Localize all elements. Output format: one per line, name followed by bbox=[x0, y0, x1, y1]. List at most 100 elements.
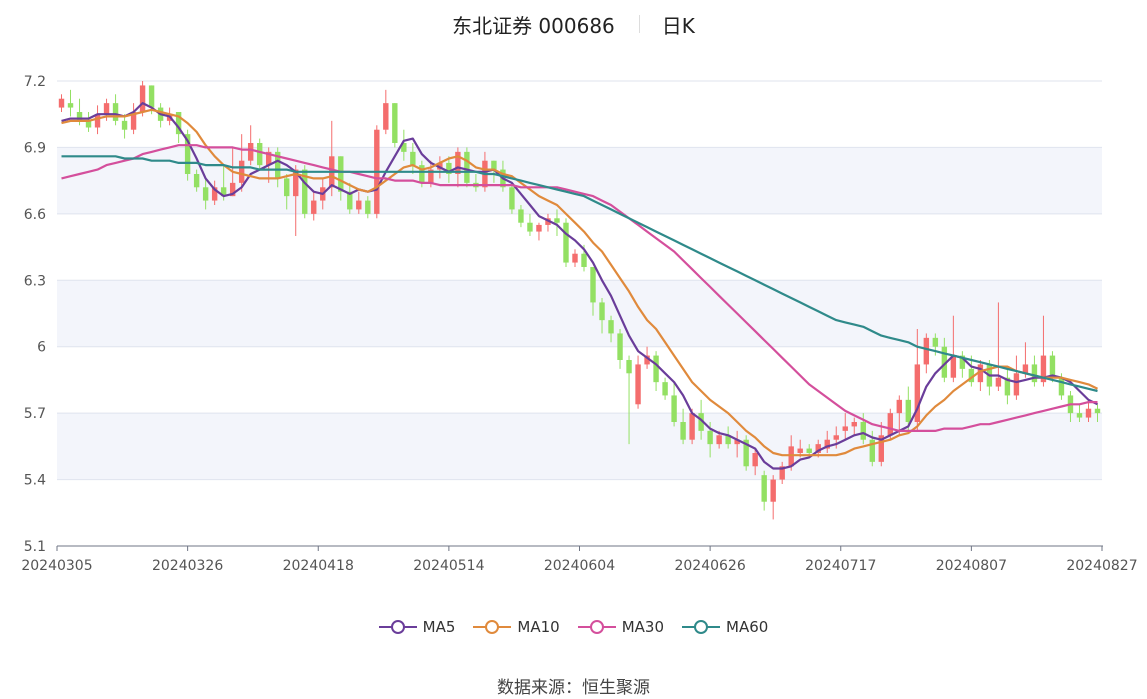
legend-item-ma60[interactable]: MA60 bbox=[682, 618, 768, 636]
candle-body bbox=[139, 85, 146, 112]
candle-body bbox=[256, 143, 263, 166]
x-tick-label: 20240626 bbox=[674, 558, 745, 574]
candle-body bbox=[950, 355, 957, 378]
x-tick-label: 20240305 bbox=[21, 558, 92, 574]
legend-swatch bbox=[378, 620, 417, 634]
candle-body bbox=[184, 134, 191, 174]
x-tick-label: 20240717 bbox=[805, 558, 876, 574]
candle-body bbox=[1022, 364, 1029, 374]
candle-body bbox=[428, 169, 434, 183]
candle-body bbox=[896, 399, 903, 414]
candle-body bbox=[1094, 408, 1101, 414]
x-tick-label: 20240326 bbox=[152, 558, 223, 574]
legend-label: MA60 bbox=[726, 618, 769, 636]
series-line-ma5 bbox=[61, 101, 1098, 470]
source-value: 恒生聚源 bbox=[582, 678, 650, 698]
title-divider bbox=[638, 15, 640, 33]
candle-body bbox=[779, 466, 785, 480]
candle-body bbox=[58, 98, 65, 108]
candle-body bbox=[491, 160, 497, 170]
candle-body bbox=[401, 143, 407, 152]
candle-body bbox=[761, 475, 767, 502]
legend: MA5 MA10 MA30 MA60 bbox=[0, 618, 1147, 636]
candle-body bbox=[410, 151, 416, 166]
candle-body bbox=[392, 103, 398, 143]
y-tick-label: 6.3 bbox=[24, 273, 46, 289]
candle-body bbox=[599, 302, 605, 321]
candle-body bbox=[923, 337, 930, 365]
candle-body bbox=[554, 218, 560, 223]
candle-body bbox=[365, 200, 371, 214]
candle-body bbox=[788, 446, 794, 467]
x-tick-label: 20240807 bbox=[936, 558, 1007, 574]
candle-body bbox=[1004, 377, 1011, 396]
y-tick-label: 6.9 bbox=[24, 140, 46, 156]
candle-body bbox=[752, 453, 758, 467]
x-tick-label: 20240418 bbox=[283, 558, 354, 574]
candle-body bbox=[509, 187, 515, 210]
candle-body bbox=[293, 169, 299, 197]
candle-body bbox=[653, 355, 659, 383]
candle-body bbox=[932, 337, 939, 347]
candle-body bbox=[266, 151, 272, 166]
candle-body bbox=[455, 151, 461, 174]
candle-body bbox=[1040, 355, 1047, 383]
candle-body bbox=[851, 422, 857, 427]
legend-label: MA5 bbox=[422, 618, 456, 636]
candle-body bbox=[1049, 355, 1056, 378]
candle-body bbox=[464, 151, 470, 183]
candle-body bbox=[572, 253, 578, 263]
candle-body bbox=[175, 112, 182, 135]
candle-body bbox=[302, 169, 308, 214]
candle-body bbox=[103, 103, 110, 115]
candle-body bbox=[1031, 364, 1038, 383]
y-tick-label: 6 bbox=[37, 340, 46, 356]
legend-item-ma10[interactable]: MA10 bbox=[473, 618, 560, 636]
y-tick-label: 5.7 bbox=[24, 406, 46, 422]
candle-body bbox=[977, 364, 984, 383]
candle-body bbox=[680, 422, 686, 440]
candle-body bbox=[914, 364, 921, 422]
candle-body bbox=[725, 435, 731, 445]
candle-body bbox=[112, 103, 119, 121]
source-label: 数据来源： bbox=[497, 678, 582, 698]
series-line-ma30 bbox=[61, 144, 1098, 432]
candle-body bbox=[635, 364, 641, 405]
x-tick-label: 20240514 bbox=[413, 558, 484, 574]
data-source: 数据来源：恒生聚源 bbox=[0, 673, 1147, 698]
candle-body bbox=[85, 120, 92, 128]
legend-swatch bbox=[473, 620, 512, 634]
candle-body bbox=[887, 413, 893, 436]
x-tick-label: 20240827 bbox=[1066, 558, 1137, 574]
candle-body bbox=[743, 439, 749, 467]
candle-body bbox=[968, 368, 975, 383]
candle-body bbox=[446, 162, 452, 174]
candle-body bbox=[338, 156, 344, 192]
candle-body bbox=[211, 187, 218, 201]
candle-body bbox=[707, 430, 713, 445]
x-tick-label: 20240604 bbox=[544, 558, 615, 574]
candle-body bbox=[229, 182, 236, 197]
candle-body bbox=[860, 422, 866, 440]
candle-body bbox=[1058, 377, 1065, 396]
candle-body bbox=[518, 209, 524, 223]
candle-body bbox=[824, 439, 830, 449]
y-tick-label: 6.6 bbox=[24, 207, 46, 223]
candle-body bbox=[238, 160, 245, 183]
grid-band bbox=[57, 280, 1102, 347]
legend-item-ma5[interactable]: MA5 bbox=[378, 618, 456, 636]
candle-body bbox=[121, 120, 128, 130]
legend-swatch bbox=[682, 620, 721, 634]
candle-body bbox=[347, 191, 353, 210]
legend-item-ma30[interactable]: MA30 bbox=[577, 618, 664, 636]
candle-body bbox=[67, 103, 74, 108]
candle-body bbox=[383, 103, 389, 130]
candle-body bbox=[842, 426, 848, 431]
candle-body bbox=[356, 200, 362, 210]
candle-body bbox=[689, 413, 695, 440]
y-tick-label: 5.1 bbox=[24, 539, 46, 555]
candle-body bbox=[608, 320, 614, 334]
candle-body bbox=[833, 435, 839, 440]
candle-body bbox=[1076, 413, 1083, 418]
